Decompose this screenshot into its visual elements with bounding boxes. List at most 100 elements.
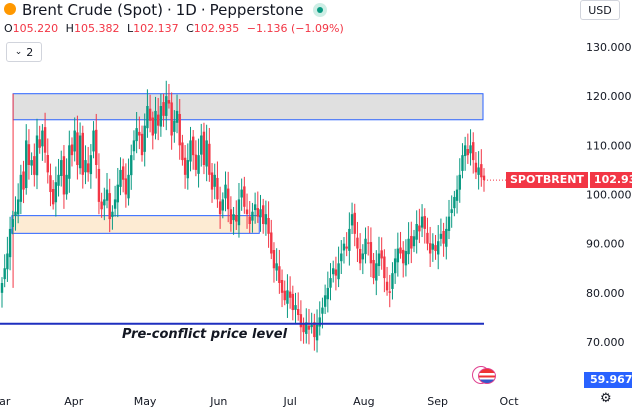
candle-body [70,144,74,156]
candle-body [84,160,87,173]
indicator-value-badge: 59.967 [584,372,632,388]
candle-body [173,120,176,132]
event-flag-icon[interactable] [472,366,496,384]
candle-body [119,169,122,187]
candle-body [261,205,265,224]
candle-body [434,245,437,252]
x-tick-label: May [134,395,157,408]
candle-body [49,175,52,193]
candle-body [140,133,144,156]
candle-body [132,140,136,152]
x-tick-label: Aug [353,395,374,408]
candle-body [345,246,348,249]
candle-body [135,128,138,142]
symbol-header[interactable]: Brent Crude (Spot) · 1D · Pepperstone [4,0,328,21]
candle-body [46,155,49,173]
candle-body [372,259,375,279]
candle-body [232,214,235,221]
candle-body [116,184,119,203]
candle-body [51,188,55,205]
candle-body [278,266,281,283]
y-tick-label: 90.000 [586,238,625,251]
candle-body [453,196,456,209]
candle-body [410,235,413,249]
candle-body [100,201,103,210]
exchange-logo-icon [4,3,16,15]
candle-body [380,250,383,259]
candle-body [442,231,445,244]
candle-body [240,189,243,198]
candle-body [383,256,386,279]
candle-body [178,113,181,146]
candle-body [89,155,93,175]
candle-body [474,162,478,173]
candle-body [396,248,400,263]
candle-body [402,249,405,264]
candle-body [216,177,219,200]
candle-body [286,290,289,304]
candle-body [65,174,68,195]
candle-body [447,216,451,231]
candle-body [81,132,84,175]
candle-body [121,166,125,180]
candle-body [288,291,292,298]
market-status-icon[interactable] [313,3,328,17]
candle-body [183,157,187,175]
open-label: O [4,22,13,35]
candle-body [340,253,343,262]
interval-label[interactable]: 1D [175,1,197,19]
candle-body [200,135,203,155]
candle-body [377,253,381,267]
candle-body [439,233,443,239]
ohlc-legend: O105.220 H105.382 L102.137 C102.935 −1.1… [4,22,344,35]
candle-body [159,106,163,127]
candle-body [480,164,483,178]
candle-body [251,211,254,221]
candle-body [105,189,109,201]
candle-body [95,129,98,165]
candle-body [202,131,206,165]
price-tag-value: 102.935 [589,172,632,188]
candle-body [41,130,44,147]
candle-body [253,204,257,211]
x-tick-label: Sep [427,395,448,408]
candle-body [86,163,90,173]
candle-body [103,199,106,206]
candle-body [463,145,467,157]
currency-selector[interactable]: USD [580,0,620,20]
candle-body [167,100,171,104]
indicators-toggle-button[interactable]: ⌄ 2 [6,42,42,62]
candle-body [197,155,200,174]
candle-body [437,241,440,255]
candle-body [407,238,410,255]
candle-body [221,199,225,211]
candle-body [461,155,464,171]
candle-body [445,228,448,247]
candle-body [127,174,130,199]
candle-body [256,208,260,217]
candle-body [92,130,95,152]
price-tag-symbol: SPOTBRENT [506,172,588,188]
candle-body [224,184,227,199]
candle-body [332,268,335,275]
candle-body [218,201,222,215]
candle-body [237,199,241,226]
x-tick-label: Jul [283,395,297,408]
candle-body [482,175,486,181]
gear-icon[interactable]: ⚙ [600,391,612,406]
candle-body [426,232,429,244]
candle-body [35,135,39,176]
candle-body [272,250,276,269]
candle-body [420,216,424,228]
candle-body [313,322,316,338]
close-label: C [186,22,194,35]
candle-body [146,106,149,129]
candle-body [428,243,432,254]
candle-body [186,160,189,179]
candle-body [111,211,114,217]
candle-body [264,214,268,225]
candle-body [477,167,480,175]
symbol-title[interactable]: Brent Crude (Spot) [22,1,163,19]
candles-layer [0,80,486,353]
